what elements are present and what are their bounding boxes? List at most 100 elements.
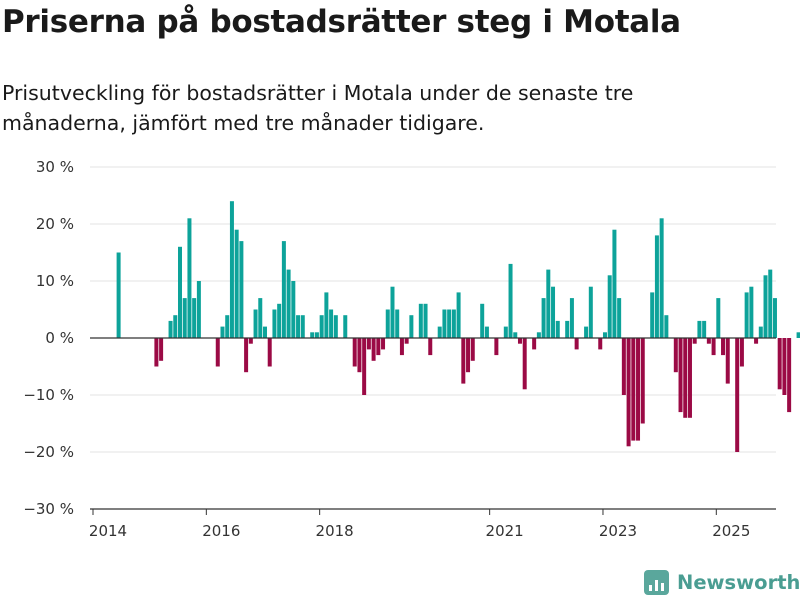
bar [584,326,589,338]
bar [357,338,362,373]
bar [494,338,499,356]
bar [480,303,485,338]
x-tick-label: 2018 [316,522,354,540]
bar [626,338,631,447]
bar [721,338,726,356]
bar [437,326,442,338]
bar [503,326,508,338]
bar [664,315,669,338]
bar [725,338,730,384]
bar [168,320,173,338]
bar [678,338,683,413]
bar [225,315,230,338]
bar [650,292,655,338]
bar [404,338,409,344]
x-tick-label: 2021 [486,522,524,540]
bar [159,338,164,361]
bar [687,338,692,418]
bar [442,309,447,338]
y-tick-label: 10 % [36,272,74,290]
axes [90,337,776,515]
bar [456,292,461,338]
bar [536,332,541,338]
x-tick-label: 2014 [89,522,127,540]
bar [763,275,768,338]
bar [517,338,522,344]
bar [716,298,721,338]
bar [532,338,537,350]
bar [154,338,159,367]
y-axis-labels: 30 % 20 % 10 % 0 % −10 % −20 % −30 % [23,158,74,518]
bar [466,338,471,373]
bar [272,309,277,338]
bar [787,338,792,413]
bar [744,292,749,338]
bar [541,298,546,338]
bar-chart: 30 %20 %10 %0 %−10 %−20 %−30 % 2014 2016 2… [23,158,800,540]
bar [291,281,296,338]
bar [352,338,357,367]
bar [470,338,475,361]
bar [711,338,716,356]
bar [296,315,301,338]
bar [749,286,754,338]
bar [636,338,641,441]
bar [385,309,390,338]
bar [248,338,253,344]
bar [461,338,466,384]
bar [196,281,201,338]
bar [239,241,244,338]
bar [234,229,239,338]
bar [253,309,258,338]
bar [286,269,291,338]
logo-chart-icon [644,570,669,595]
bar [371,338,376,361]
bar [423,303,428,338]
bar [551,286,556,338]
bar [366,338,371,350]
bar [758,326,763,338]
bar [277,303,282,338]
brand-name: Newsworthy [677,571,800,594]
bar [654,235,659,338]
bar [428,338,433,356]
bar [310,332,315,338]
bar [192,298,197,338]
bar [418,303,423,338]
bar [640,338,645,424]
bar [692,338,697,344]
bar [555,320,560,338]
bar [631,338,636,441]
bar [484,326,489,338]
bar [399,338,404,356]
chart-title: Priserna på bostadsrätter steg i Motala [2,4,681,40]
bar [772,298,777,338]
bar [522,338,527,390]
chart-subtitle: Prisutveckling för bostadsrätter i Motal… [2,81,634,135]
bar [659,218,664,338]
bar [116,252,121,338]
bar [702,320,707,338]
bar [754,338,759,344]
bar [796,332,800,338]
bar [319,315,324,338]
bar [621,338,626,395]
bar [267,338,272,367]
bar [333,315,338,338]
bar [574,338,579,350]
bar [258,298,263,338]
bar [588,286,593,338]
bar [343,315,348,338]
bar [683,338,688,418]
bar [409,315,414,338]
y-tick-label: 30 % [36,158,74,176]
bar [376,338,381,356]
y-tick-label: −30 % [23,500,74,518]
bar [706,338,711,344]
bar [187,218,192,338]
bar [451,309,456,338]
bar [777,338,782,390]
bar [395,309,400,338]
bars [116,201,800,452]
bar [617,298,622,338]
